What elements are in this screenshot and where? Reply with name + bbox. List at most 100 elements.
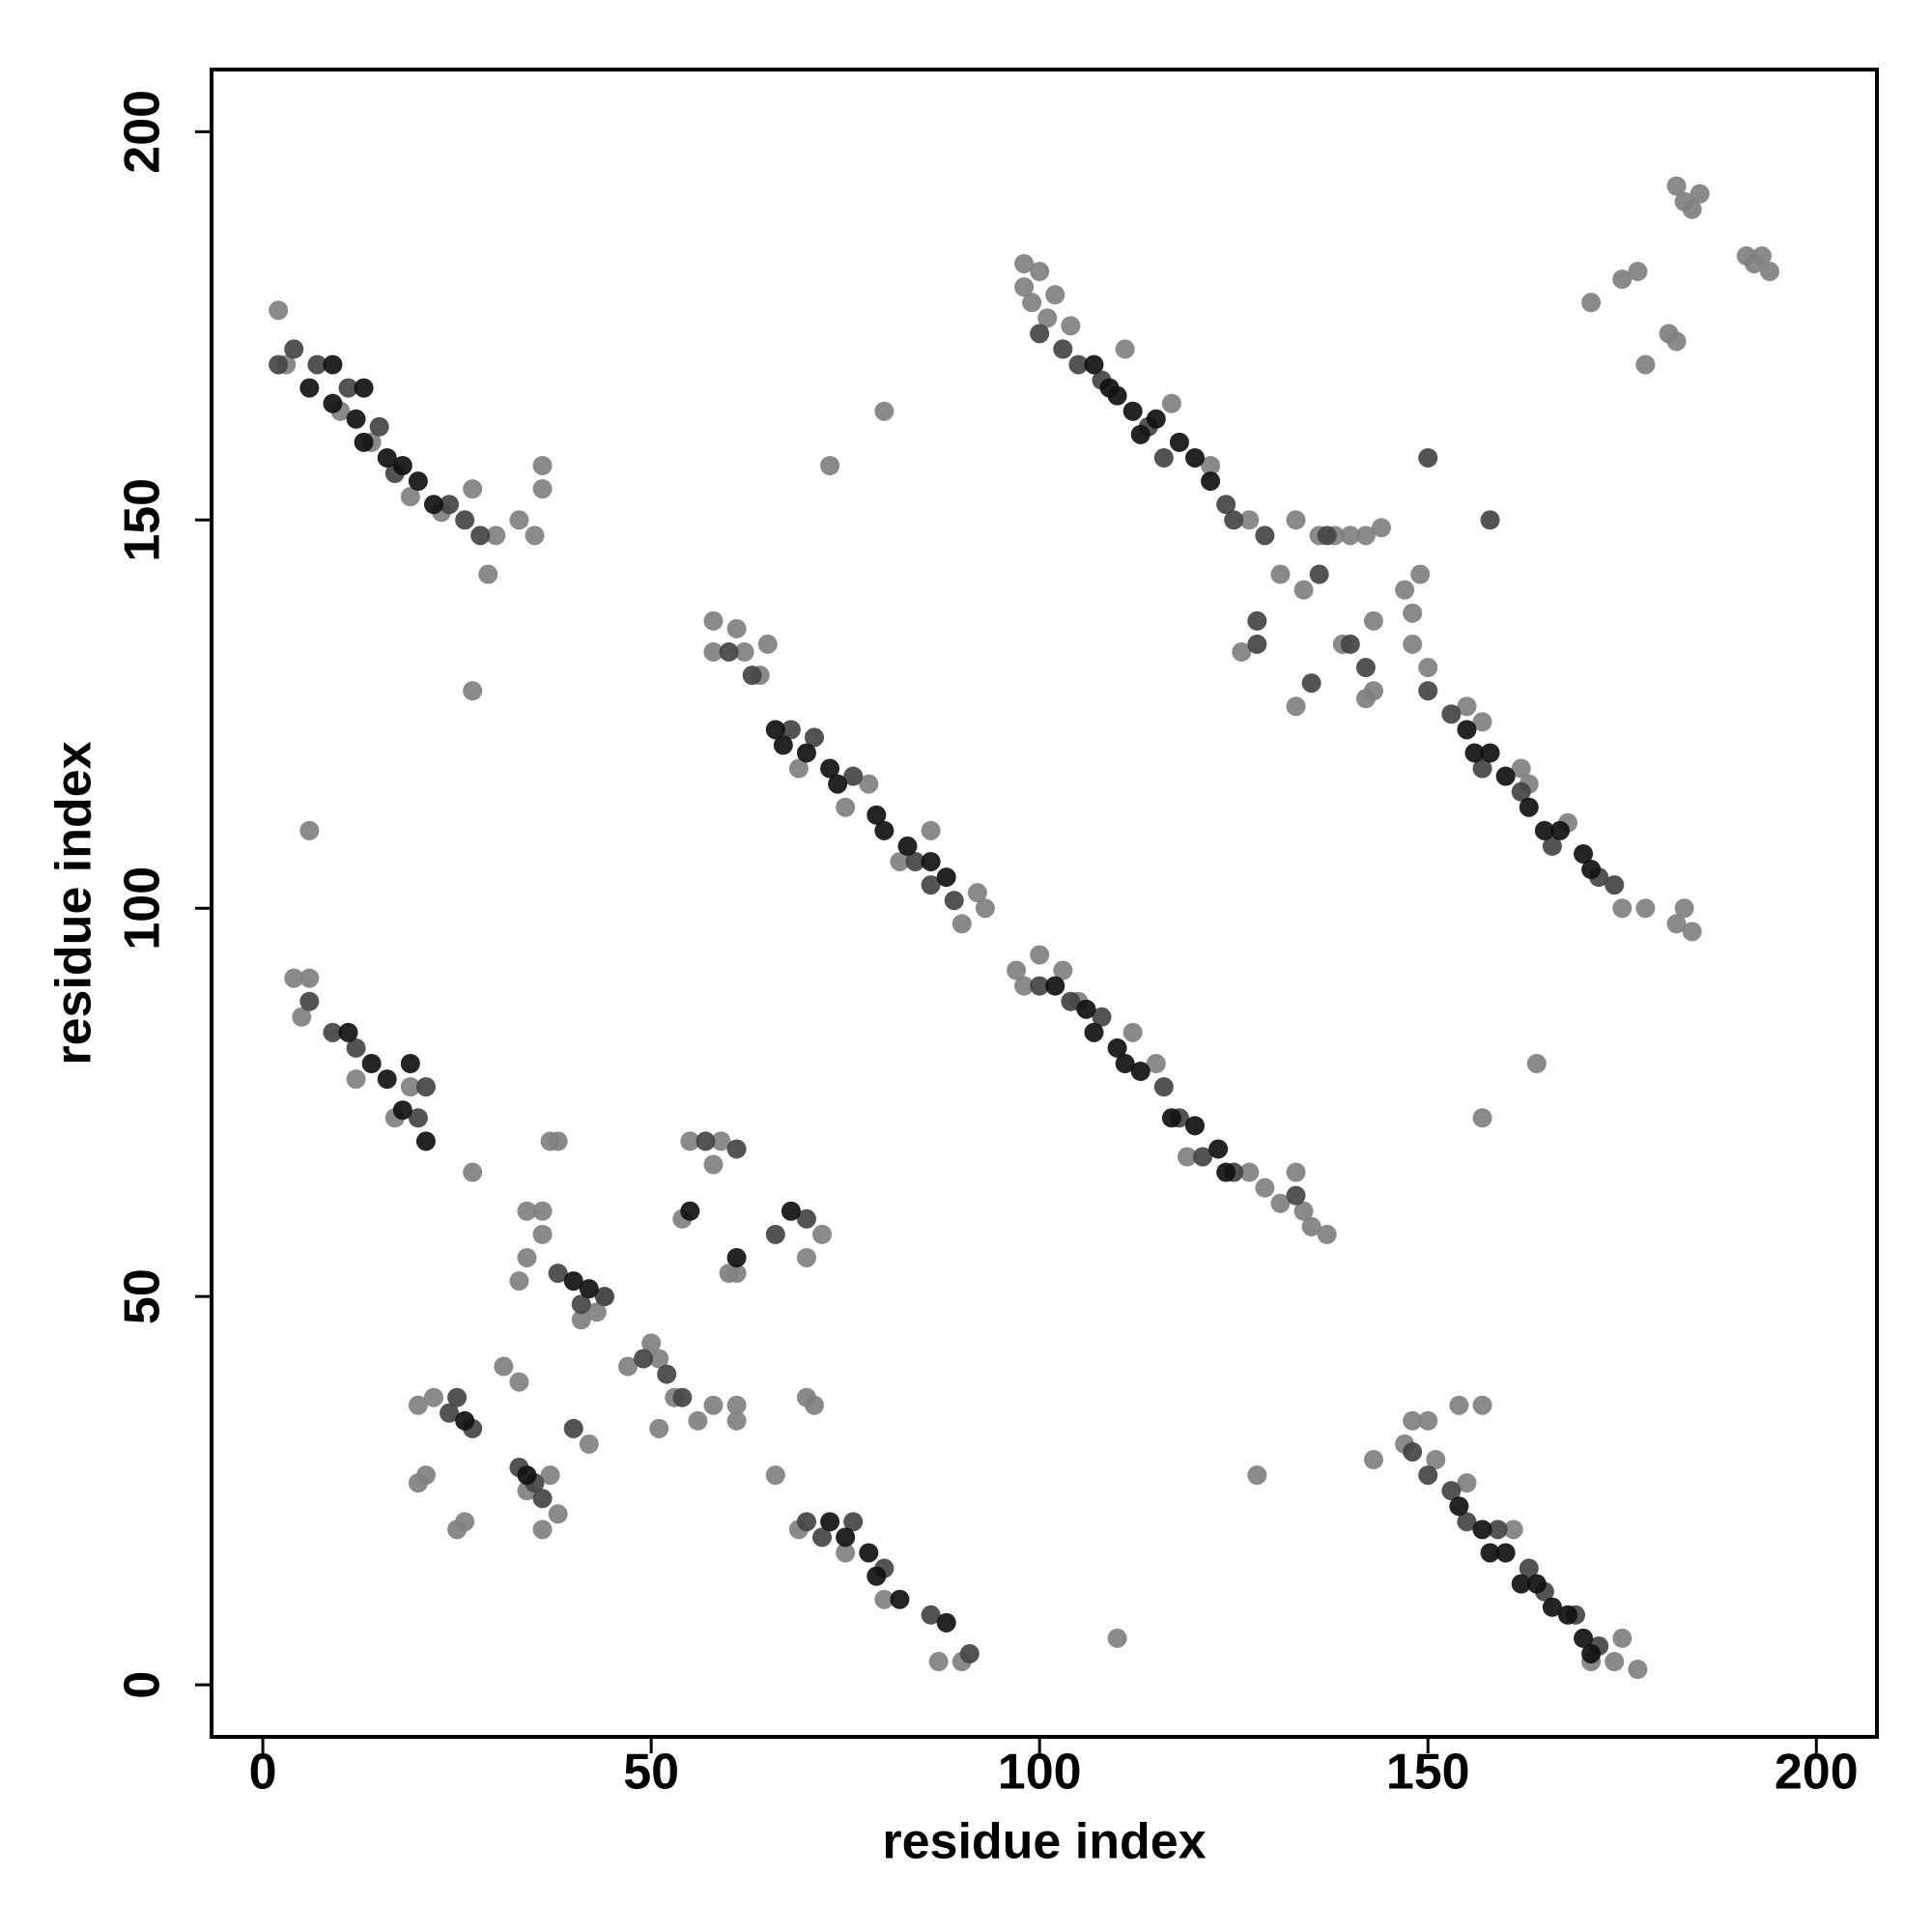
point xyxy=(1286,696,1306,717)
point xyxy=(400,487,420,507)
point xyxy=(812,1224,833,1244)
point xyxy=(369,416,389,437)
point xyxy=(1107,1037,1127,1058)
point xyxy=(765,1224,785,1244)
point xyxy=(455,1410,475,1431)
point xyxy=(672,1387,693,1407)
point xyxy=(1534,820,1554,840)
point xyxy=(936,867,956,888)
point xyxy=(890,1589,910,1609)
point xyxy=(859,774,879,794)
point xyxy=(1581,293,1602,313)
point xyxy=(1612,270,1633,290)
x-tick-label: 150 xyxy=(1386,1745,1470,1801)
point xyxy=(726,1410,747,1431)
point xyxy=(1403,603,1423,623)
point xyxy=(1153,1077,1174,1097)
point xyxy=(703,1154,724,1175)
point xyxy=(1115,339,1135,359)
point xyxy=(532,1489,553,1509)
point xyxy=(1084,1022,1104,1042)
point xyxy=(440,495,460,515)
point xyxy=(796,743,816,763)
point xyxy=(1581,1643,1602,1663)
point xyxy=(657,1364,677,1384)
point xyxy=(338,378,358,398)
point xyxy=(1371,518,1391,538)
point xyxy=(1457,720,1477,740)
point xyxy=(742,666,762,686)
point xyxy=(1519,1558,1539,1578)
point xyxy=(1270,564,1291,584)
point xyxy=(1628,1660,1648,1680)
point xyxy=(532,1201,553,1221)
point xyxy=(408,1108,428,1128)
point xyxy=(1751,245,1772,266)
point xyxy=(1184,1116,1205,1136)
point xyxy=(1495,766,1516,786)
point xyxy=(1457,696,1477,717)
point xyxy=(463,479,483,499)
point xyxy=(338,1022,358,1042)
point xyxy=(1014,253,1035,273)
point xyxy=(1511,758,1531,779)
point xyxy=(1480,510,1500,530)
point xyxy=(1418,681,1438,701)
point xyxy=(563,1418,583,1438)
point xyxy=(532,1520,553,1540)
point xyxy=(1480,743,1500,763)
point xyxy=(1605,875,1625,895)
point xyxy=(1635,898,1656,919)
point xyxy=(509,510,529,530)
point xyxy=(1449,1496,1469,1517)
point xyxy=(1030,262,1050,282)
point xyxy=(828,774,848,794)
point xyxy=(1511,781,1531,802)
point xyxy=(1293,580,1314,600)
point xyxy=(1410,564,1431,584)
point xyxy=(470,526,491,546)
point xyxy=(796,1512,816,1532)
point xyxy=(897,836,918,856)
point xyxy=(967,883,987,903)
point xyxy=(1092,1007,1112,1027)
point xyxy=(563,1271,583,1292)
point xyxy=(400,1054,420,1074)
point xyxy=(649,1418,669,1438)
point xyxy=(392,455,412,475)
point xyxy=(1099,378,1120,398)
point xyxy=(1760,262,1780,282)
point xyxy=(455,1512,475,1532)
point xyxy=(1130,1062,1151,1082)
point xyxy=(1457,1512,1477,1532)
point xyxy=(921,851,941,871)
point xyxy=(1403,1441,1423,1462)
point xyxy=(1472,1108,1492,1128)
point xyxy=(1363,611,1383,631)
x-tick-label: 50 xyxy=(623,1745,679,1801)
point xyxy=(1682,922,1702,942)
points xyxy=(269,176,1780,1680)
point xyxy=(1239,510,1260,530)
point xyxy=(944,891,964,911)
point xyxy=(594,1287,614,1307)
point xyxy=(1053,960,1073,980)
point xyxy=(634,1349,654,1369)
point xyxy=(1146,409,1166,429)
point xyxy=(1286,1162,1306,1182)
point xyxy=(1084,355,1104,375)
point xyxy=(905,851,925,871)
point xyxy=(820,1512,840,1532)
point xyxy=(1542,1597,1562,1617)
point xyxy=(408,471,428,492)
point xyxy=(726,1264,747,1284)
point xyxy=(641,1333,662,1353)
point xyxy=(1255,526,1275,546)
point xyxy=(525,526,545,546)
x-axis-title: residue index xyxy=(882,1814,1206,1870)
point xyxy=(703,1395,724,1415)
point xyxy=(1053,339,1073,359)
point xyxy=(1239,1162,1260,1182)
y-tick-label: 200 xyxy=(115,90,171,174)
